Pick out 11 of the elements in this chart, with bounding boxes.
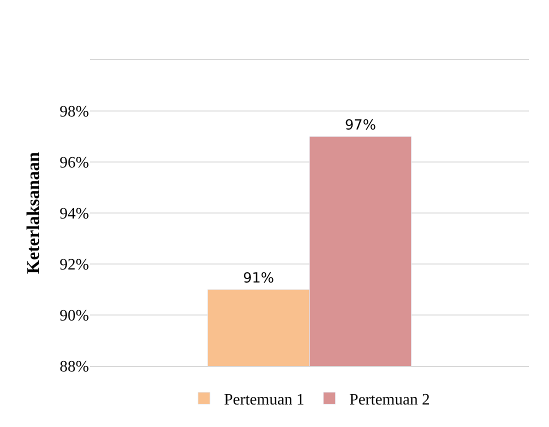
y-tick-label: 94% [60, 206, 89, 223]
data-label: 97% [344, 118, 376, 134]
y-tick-label: 96% [60, 154, 89, 172]
y-tick-label: 92% [60, 256, 89, 274]
legend-label: Pertemuan 2 [349, 391, 430, 408]
legend-label: Pertemuan 1 [224, 391, 304, 408]
y-axis-title: Keterlaksanaan [22, 152, 43, 274]
y-tick-label: 98% [60, 104, 89, 121]
y-tick-label: 90% [60, 308, 89, 325]
data-label: 91% [242, 270, 274, 286]
y-tick-label: 88% [60, 358, 89, 376]
